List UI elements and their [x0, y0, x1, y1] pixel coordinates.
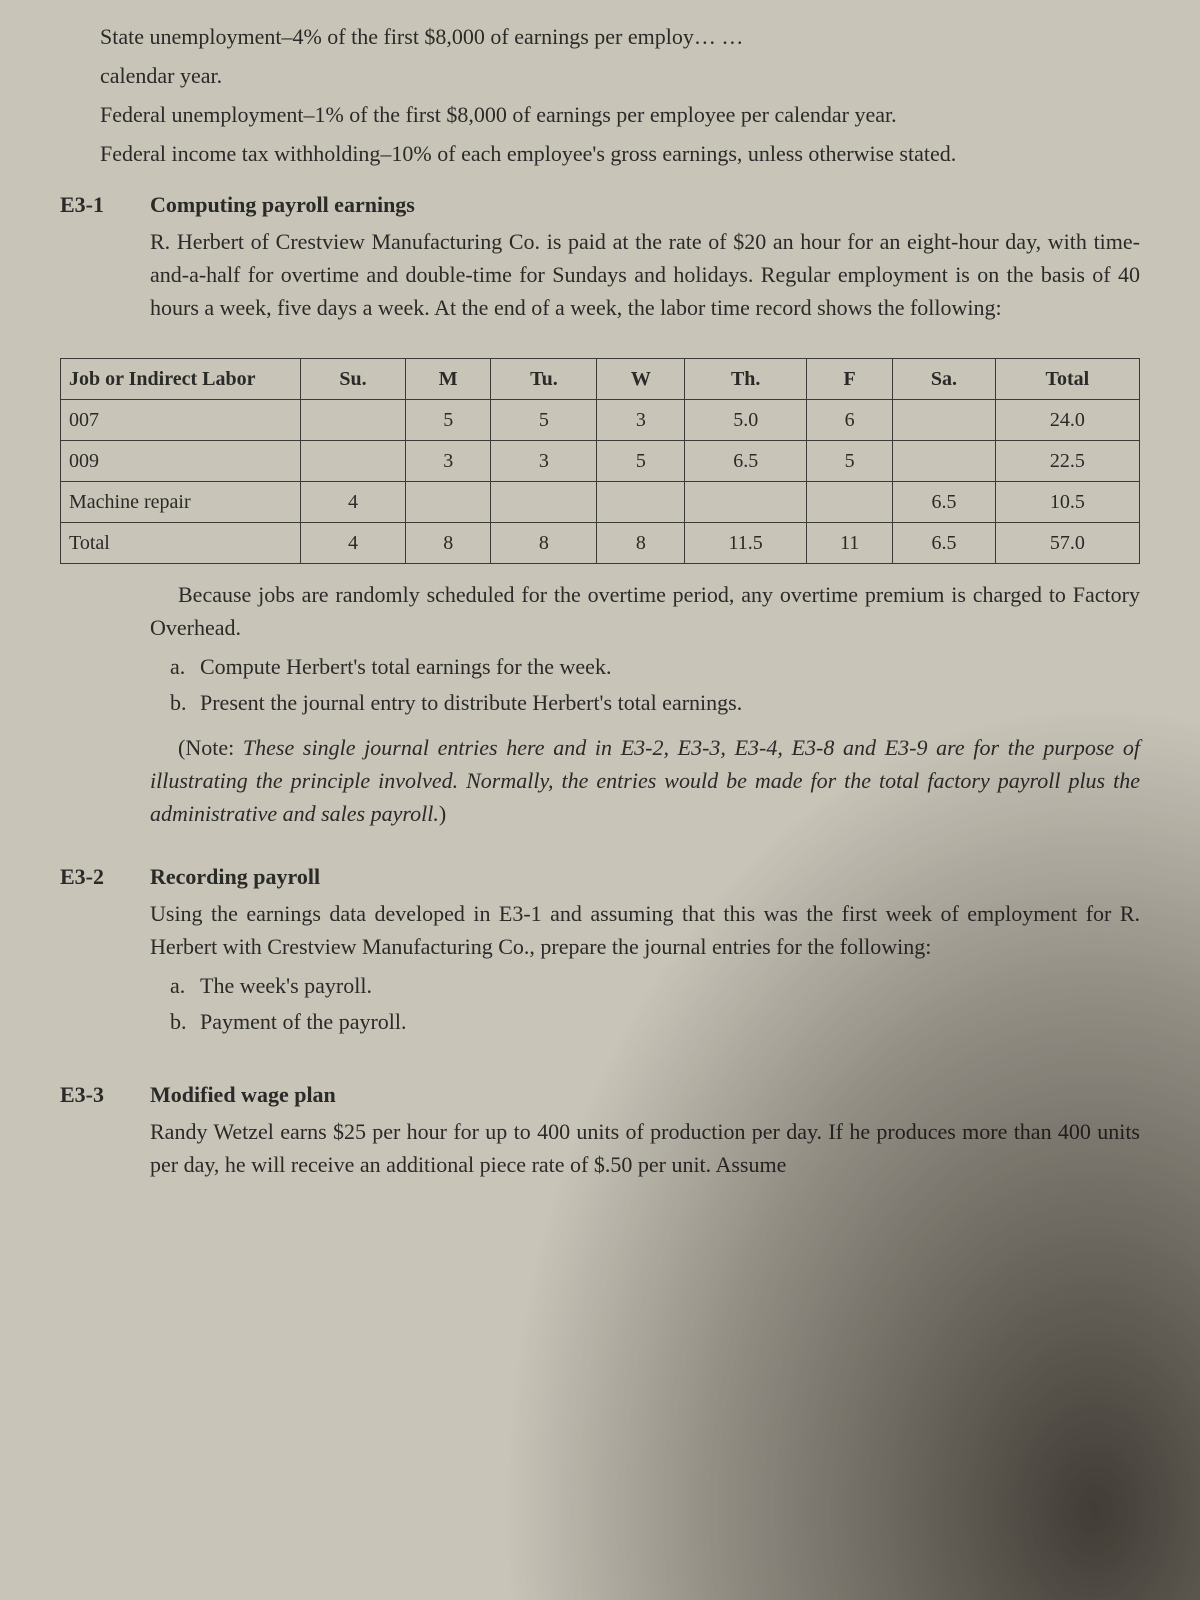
col-header: Job or Indirect Labor [61, 359, 301, 400]
col-header: Su. [301, 359, 406, 400]
exercise-label: E3-2 [60, 860, 150, 1050]
list-text: Present the journal entry to distribute … [200, 686, 742, 719]
exercise-body: Recording payroll Using the earnings dat… [150, 860, 1140, 1050]
cell [301, 441, 406, 482]
intro-line-4: Federal income tax withholding–10% of ea… [100, 137, 1140, 170]
exercise-e3-3: E3-3 Modified wage plan Randy Wetzel ear… [60, 1078, 1140, 1187]
col-header: Sa. [893, 359, 995, 400]
list-item-b: b. Present the journal entry to distribu… [170, 686, 1140, 719]
cell: 5 [807, 441, 893, 482]
labor-time-table: Job or Indirect Labor Su. M Tu. W Th. F … [60, 358, 1140, 564]
cell: 11 [807, 523, 893, 564]
exercise-title: Computing payroll earnings [150, 188, 1140, 221]
table-header-row: Job or Indirect Labor Su. M Tu. W Th. F … [61, 359, 1140, 400]
list-letter: a. [170, 969, 200, 1002]
list-item-b: b. Payment of the payroll. [170, 1005, 1140, 1038]
exercise-e3-2: E3-2 Recording payroll Using the earning… [60, 860, 1140, 1050]
table-row: 009 3 3 5 6.5 5 22.5 [61, 441, 1140, 482]
cell: 11.5 [685, 523, 807, 564]
exercise-label: E3-3 [60, 1078, 150, 1187]
exercise-description: Using the earnings data developed in E3-… [150, 897, 1140, 963]
list-text: Compute Herbert's total earnings for the… [200, 650, 611, 683]
cell [491, 482, 597, 523]
cell: 4 [301, 523, 406, 564]
e31-followup-block: Because jobs are randomly scheduled for … [150, 578, 1140, 830]
e31-list: a. Compute Herbert's total earnings for … [170, 650, 1140, 719]
note-prefix: (Note: [178, 735, 243, 760]
list-item-a: a. Compute Herbert's total earnings for … [170, 650, 1140, 683]
cell [893, 441, 995, 482]
table-row-total: Total 4 8 8 8 11.5 11 6.5 57.0 [61, 523, 1140, 564]
intro-line-2: calendar year. [100, 59, 1140, 92]
exercise-description: R. Herbert of Crestview Manufacturing Co… [150, 225, 1140, 324]
intro-line-3: Federal unemployment–1% of the first $8,… [100, 98, 1140, 131]
cell: 009 [61, 441, 301, 482]
table-row: Machine repair 4 6.5 10.5 [61, 482, 1140, 523]
exercise-title: Recording payroll [150, 860, 1140, 893]
exercise-body: Computing payroll earnings R. Herbert of… [150, 188, 1140, 330]
cell: 007 [61, 400, 301, 441]
cell: 3 [597, 400, 685, 441]
col-header: W [597, 359, 685, 400]
cell: 57.0 [995, 523, 1139, 564]
e32-list: a. The week's payroll. b. Payment of the… [170, 969, 1140, 1038]
cell: 6.5 [893, 523, 995, 564]
cell: 10.5 [995, 482, 1139, 523]
list-item-a: a. The week's payroll. [170, 969, 1140, 1002]
cell: 6 [807, 400, 893, 441]
cell: 5 [491, 400, 597, 441]
exercise-e3-1: E3-1 Computing payroll earnings R. Herbe… [60, 188, 1140, 330]
exercise-title: Modified wage plan [150, 1078, 1140, 1111]
col-header: F [807, 359, 893, 400]
cell: 8 [597, 523, 685, 564]
cell: 5.0 [685, 400, 807, 441]
cell: 6.5 [893, 482, 995, 523]
note-block: (Note: These single journal entries here… [150, 731, 1140, 830]
cell: 8 [406, 523, 491, 564]
col-header: Th. [685, 359, 807, 400]
cell: 3 [491, 441, 597, 482]
list-letter: b. [170, 686, 200, 719]
note-italic: These single journal entries here and in… [150, 735, 1140, 826]
cell [301, 400, 406, 441]
list-text: The week's payroll. [200, 969, 372, 1002]
list-text: Payment of the payroll. [200, 1005, 407, 1038]
cell [807, 482, 893, 523]
list-letter: a. [170, 650, 200, 683]
cell [893, 400, 995, 441]
col-header: Tu. [491, 359, 597, 400]
cell: Total [61, 523, 301, 564]
cell: 5 [406, 400, 491, 441]
intro-line-1: State unemployment–4% of the first $8,00… [100, 20, 1140, 53]
cell: 3 [406, 441, 491, 482]
cell: 22.5 [995, 441, 1139, 482]
table-row: 007 5 5 3 5.0 6 24.0 [61, 400, 1140, 441]
cell: 4 [301, 482, 406, 523]
cell: Machine repair [61, 482, 301, 523]
intro-block: State unemployment–4% of the first $8,00… [100, 20, 1140, 170]
col-header: Total [995, 359, 1139, 400]
exercise-description: Randy Wetzel earns $25 per hour for up t… [150, 1115, 1140, 1181]
cell [685, 482, 807, 523]
exercise-body: Modified wage plan Randy Wetzel earns $2… [150, 1078, 1140, 1187]
exercise-label: E3-1 [60, 188, 150, 330]
cell [597, 482, 685, 523]
cell [406, 482, 491, 523]
note-suffix: ) [439, 801, 446, 826]
list-letter: b. [170, 1005, 200, 1038]
cell: 5 [597, 441, 685, 482]
cell: 24.0 [995, 400, 1139, 441]
followup-text: Because jobs are randomly scheduled for … [150, 578, 1140, 644]
cell: 8 [491, 523, 597, 564]
col-header: M [406, 359, 491, 400]
cell: 6.5 [685, 441, 807, 482]
